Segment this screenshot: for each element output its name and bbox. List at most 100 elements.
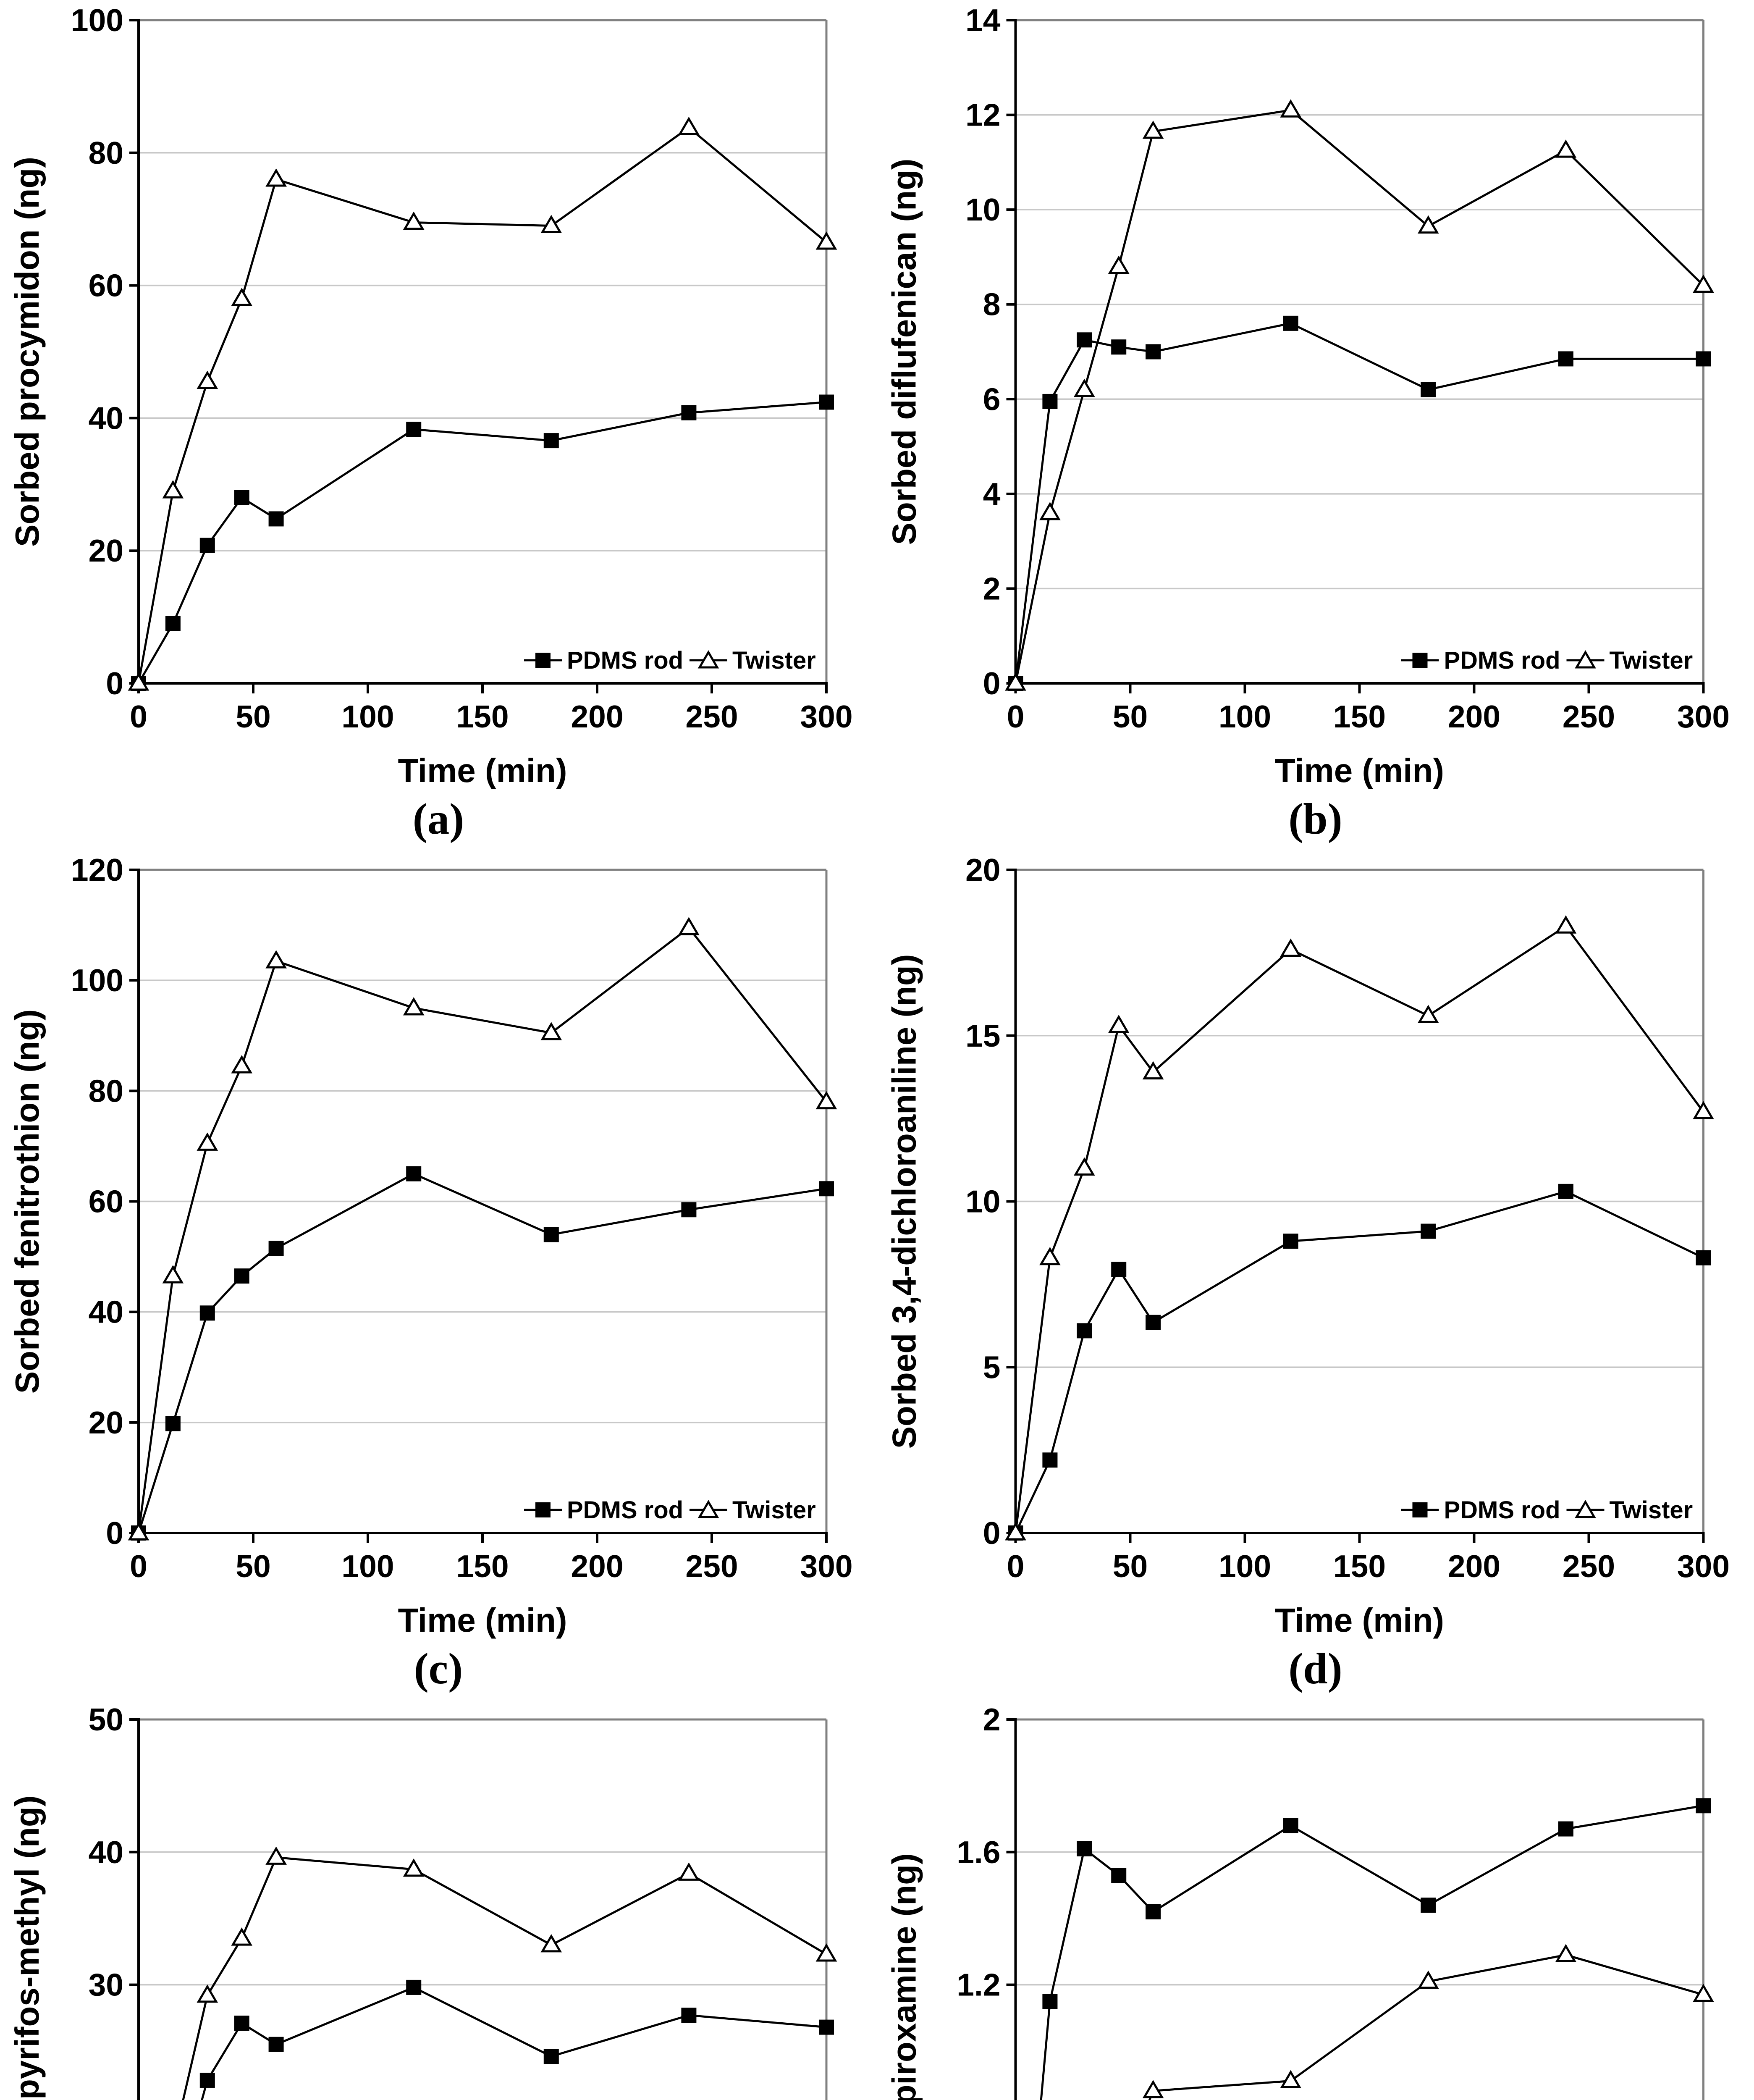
square-marker xyxy=(406,422,422,437)
panel-caption: (a) xyxy=(413,794,464,843)
square-marker xyxy=(1421,382,1436,397)
panel-c: 0 20 40 60 80 100 120 0 50 100 150 200 250 300 PDMS ro… xyxy=(0,850,877,1699)
legend-label-pdms-rod: PDMS rod xyxy=(1444,647,1560,674)
square-marker xyxy=(1558,1821,1573,1837)
legend-square-marker xyxy=(535,1502,551,1517)
square-marker xyxy=(199,538,215,553)
x-tick-label: 250 xyxy=(1563,1549,1615,1584)
x-tick-label: 300 xyxy=(800,699,852,734)
square-marker xyxy=(234,2016,249,2031)
y-tick-label: 10 xyxy=(965,192,1000,227)
y-tick-label: 20 xyxy=(965,852,1000,887)
legend-triangle-marker xyxy=(1575,1500,1596,1518)
triangle-marker xyxy=(1142,1061,1164,1080)
square-marker xyxy=(1077,332,1092,348)
square-marker xyxy=(819,2019,834,2035)
triangle-marker xyxy=(1693,1101,1714,1119)
square-marker xyxy=(234,1268,249,1284)
series-line-pdms-rod xyxy=(1015,322,1704,684)
triangle-marker xyxy=(403,997,425,1016)
square-marker xyxy=(199,2072,215,2088)
triangle-marker xyxy=(815,231,837,250)
triangle-marker xyxy=(678,917,700,935)
y-tick-label: 4 xyxy=(983,476,1001,512)
panel-b: 0 2 4 6 8 10 12 14 0 50 100 150 200 250 300 PDMS rod Twi… xyxy=(877,0,1754,850)
triangle-marker xyxy=(231,288,253,306)
square-marker xyxy=(1042,394,1058,409)
triangle-marker xyxy=(1280,938,1302,957)
series-line-twister xyxy=(137,126,827,684)
triangle-marker xyxy=(1693,1984,1714,2002)
triangle-marker xyxy=(815,1091,837,1110)
panel-d: 0 5 10 15 20 0 50 100 150 200 250 300 PDMS rod Twiste… xyxy=(877,850,1754,1699)
x-tick-label: 50 xyxy=(1113,699,1148,734)
legend-square-marker xyxy=(1412,653,1428,668)
triangle-marker xyxy=(1073,378,1095,397)
square-marker xyxy=(819,394,834,410)
square-marker xyxy=(1111,1262,1127,1277)
square-marker xyxy=(165,1416,181,1431)
triangle-marker xyxy=(128,1522,149,1541)
triangle-marker xyxy=(1108,255,1130,274)
x-tick-label: 0 xyxy=(130,699,147,734)
x-axis-label: Time (min) xyxy=(398,752,567,789)
y-tick-label: 6 xyxy=(983,381,1001,417)
x-axis-label: Time (min) xyxy=(1275,752,1444,789)
square-marker xyxy=(1111,1868,1127,1883)
x-tick-label: 50 xyxy=(236,699,270,734)
series-line-pdms-rod xyxy=(137,1172,827,1533)
square-marker xyxy=(1146,1904,1161,1919)
y-tick-label: 0 xyxy=(983,1515,1001,1551)
series-line-pdms-rod xyxy=(137,401,827,684)
square-marker xyxy=(268,1241,284,1256)
x-tick-label: 0 xyxy=(130,1549,147,1584)
panel-caption: (b) xyxy=(1288,794,1342,843)
triangle-marker xyxy=(1005,1522,1026,1541)
y-tick-label: 5 xyxy=(983,1349,1001,1385)
x-axis-label: Time (min) xyxy=(1275,1601,1444,1639)
square-marker xyxy=(681,1202,697,1218)
x-tick-label: 250 xyxy=(685,1549,738,1584)
square-marker xyxy=(1077,1841,1092,1856)
triangle-marker xyxy=(1280,2070,1302,2089)
x-tick-label: 100 xyxy=(341,1549,394,1584)
square-marker xyxy=(681,405,697,420)
y-tick-label: 40 xyxy=(89,1835,123,1870)
x-tick-label: 250 xyxy=(685,699,738,734)
y-tick-label: 2 xyxy=(983,1702,1001,1737)
square-marker xyxy=(406,1979,422,1995)
series-line-twister xyxy=(137,926,827,1533)
square-marker xyxy=(1696,1798,1711,1814)
y-tick-label: 30 xyxy=(89,1967,123,2003)
panel-f: 00.40.81.21.62050100150200250300PDMS rod… xyxy=(877,1699,1754,2100)
x-tick-label: 200 xyxy=(571,1549,623,1584)
square-marker xyxy=(1696,1250,1711,1265)
y-axis-label: Sorbed diflufenican (ng) xyxy=(886,159,923,545)
y-axis-label: Sorbed fenitrothion (ng) xyxy=(8,1009,46,1394)
y-tick-label: 0 xyxy=(106,1515,123,1551)
triangle-marker xyxy=(265,168,287,187)
y-tick-label: 8 xyxy=(983,287,1001,322)
square-marker xyxy=(1283,1234,1298,1249)
triangle-marker xyxy=(1417,1005,1439,1023)
x-tick-label: 100 xyxy=(1219,699,1271,734)
triangle-marker xyxy=(678,116,700,135)
square-marker xyxy=(819,1181,834,1197)
y-tick-label: 40 xyxy=(89,400,123,436)
panel-e-chart: 01020304050050100150200250300PDMS rodTwi… xyxy=(8,1702,837,2100)
square-marker xyxy=(681,2008,697,2023)
series-line-pdms-rod xyxy=(1040,1804,1704,2100)
y-tick-label: 2 xyxy=(983,571,1001,606)
y-tick-label: 120 xyxy=(71,852,123,887)
panel-b-chart: 0 2 4 6 8 10 12 14 0 50 100 150 200 250 300 PDMS rod Twi… xyxy=(886,3,1730,843)
square-marker xyxy=(1146,344,1161,360)
x-tick-label: 150 xyxy=(1333,1549,1386,1584)
square-marker xyxy=(1077,1323,1092,1339)
x-tick-label: 200 xyxy=(1448,699,1500,734)
triangle-marker xyxy=(1555,139,1577,158)
y-axis-label: Sorbed chlorpyrifos-methyl (ng) xyxy=(8,1796,46,2100)
x-tick-label: 300 xyxy=(1677,1549,1730,1584)
square-marker xyxy=(1283,1818,1298,1833)
x-tick-label: 200 xyxy=(571,699,623,734)
